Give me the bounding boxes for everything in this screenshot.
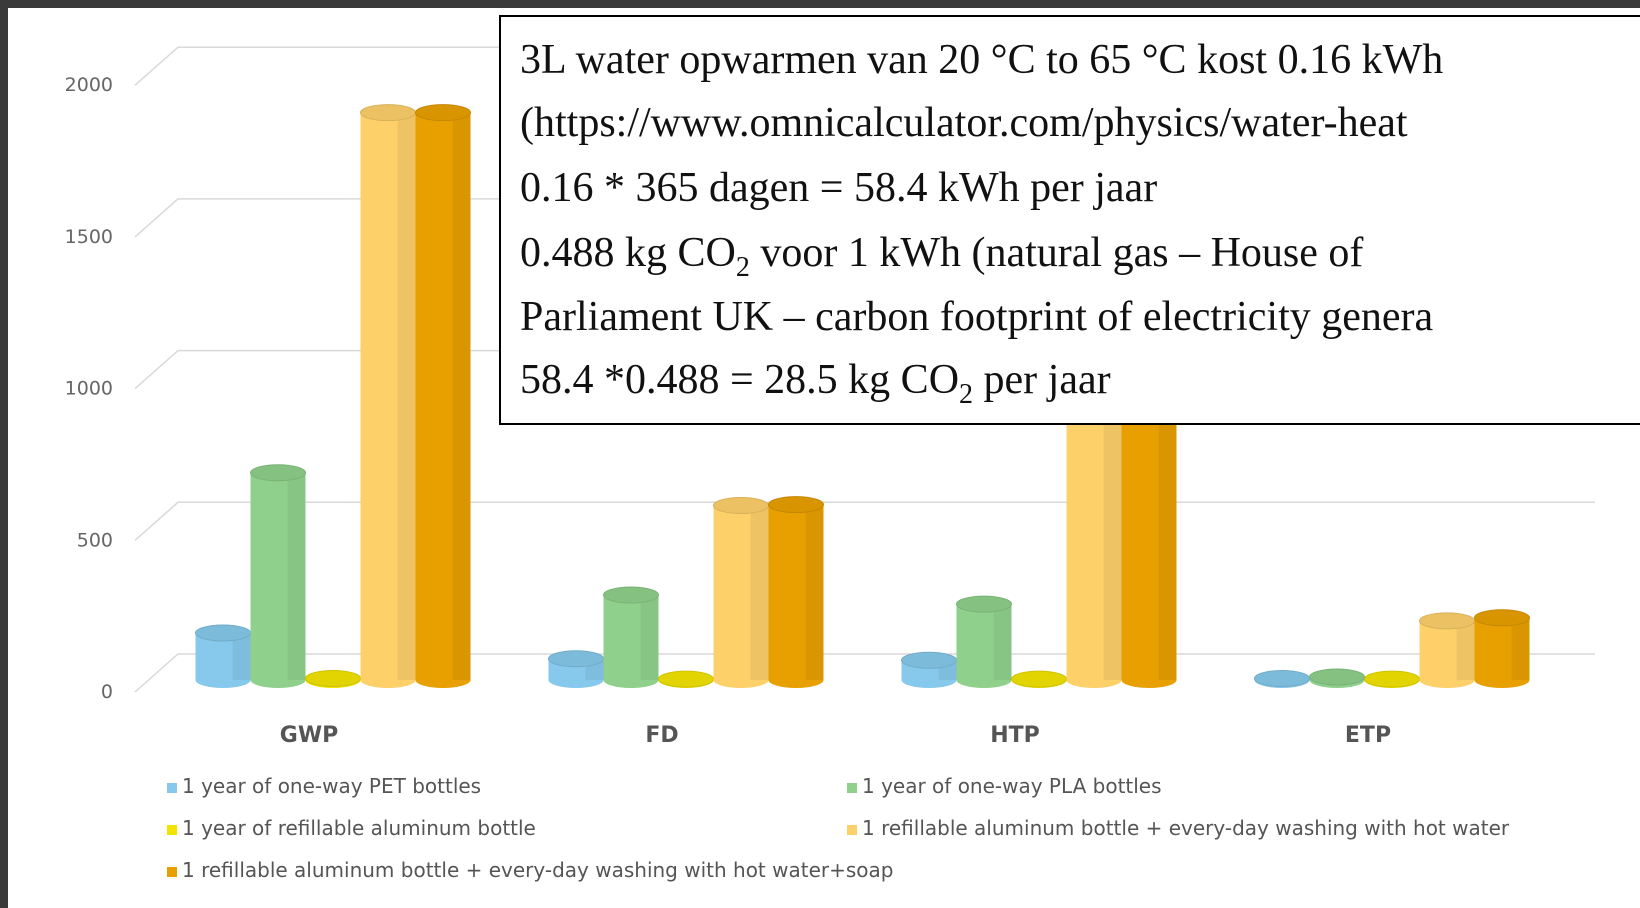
text-run: 58.4 *0.488 = 28.5 kg CO — [520, 357, 959, 403]
text-run: 0.16 * 365 dagen = 58.4 kWh per jaar — [520, 165, 1157, 211]
legend-label: 1 year of one-way PLA bottles — [862, 774, 1162, 798]
y-tick-label: 1000 — [65, 378, 113, 400]
bar — [195, 624, 251, 688]
annotation-line: 58.4 *0.488 = 28.5 kg CO2 per jaar — [520, 357, 1111, 410]
bar-shade — [1511, 617, 1530, 680]
bar — [603, 586, 659, 688]
bar-shade — [750, 505, 769, 680]
bar-shade — [805, 504, 824, 680]
bar — [658, 670, 714, 688]
bar-top — [768, 496, 824, 514]
bar-top — [603, 586, 659, 604]
legend-swatch — [167, 783, 177, 793]
bar-top — [415, 104, 471, 122]
legend-label: 1 refillable aluminum bottle + every-day… — [182, 858, 893, 882]
text-run: per jaar — [973, 357, 1111, 403]
bar-top — [305, 669, 361, 687]
bar — [956, 595, 1012, 688]
bar-top — [1309, 668, 1365, 686]
bar — [305, 669, 361, 688]
bar-shade — [287, 472, 306, 680]
y-tick-label: 500 — [77, 529, 113, 551]
annotation-box — [499, 15, 1640, 425]
bar-shade — [397, 112, 416, 681]
bar — [768, 496, 824, 688]
bar-shade — [452, 112, 471, 681]
bar-shade — [232, 632, 251, 680]
bar — [250, 464, 306, 688]
bar-top — [1011, 670, 1067, 688]
legend-label: 1 year of refillable aluminum bottle — [182, 816, 536, 840]
legend-swatch — [847, 825, 857, 835]
bar — [901, 651, 957, 688]
bar-shade — [1103, 376, 1122, 680]
legend-label: 1 refillable aluminum bottle + every-day… — [862, 816, 1510, 840]
subscript: 2 — [736, 252, 750, 283]
y-tick-label: 1500 — [65, 226, 113, 248]
bar — [1474, 609, 1530, 688]
x-tick-label: FD — [645, 723, 678, 748]
bar-top — [1474, 609, 1530, 627]
legend-swatch — [847, 783, 857, 793]
bar-top — [901, 651, 957, 669]
bar — [1419, 612, 1475, 688]
bar-top — [1254, 669, 1310, 687]
bar-top — [195, 624, 251, 642]
annotation-line: 0.16 * 365 dagen = 58.4 kWh per jaar — [520, 165, 1157, 211]
legend-swatch — [167, 867, 177, 877]
bar — [713, 497, 769, 688]
bar-shade — [1158, 376, 1177, 680]
bar — [1011, 670, 1067, 688]
annotation-line: Parliament UK – carbon footprint of elec… — [520, 294, 1434, 340]
bar-top — [713, 497, 769, 515]
bar — [1121, 368, 1177, 688]
annotation-line: 0.488 kg CO2 voor 1 kWh (natural gas – H… — [520, 230, 1363, 283]
legend-swatch — [167, 825, 177, 835]
bar-top — [1364, 670, 1420, 688]
bar — [360, 104, 416, 688]
bar-top — [250, 464, 306, 482]
x-tick-label: ETP — [1345, 723, 1391, 748]
bar-top — [548, 650, 604, 668]
annotation-line: 3L water opwarmen van 20 °C to 65 °C kos… — [520, 37, 1443, 83]
text-run: Parliament UK – carbon footprint of elec… — [520, 294, 1434, 340]
legend-label: 1 year of one-way PET bottles — [182, 774, 481, 798]
bar — [1254, 669, 1310, 688]
x-tick-label: GWP — [280, 723, 338, 748]
text-run: voor 1 kWh (natural gas – House of — [750, 230, 1364, 276]
text-run: 0.488 kg CO — [520, 230, 736, 276]
annotation-line: (https://www.omnicalculator.com/physics/… — [520, 100, 1408, 146]
subscript: 2 — [959, 379, 973, 410]
y-tick-label: 0 — [101, 681, 113, 703]
bar-shade — [640, 595, 659, 680]
bar — [548, 650, 604, 688]
y-tick-label: 2000 — [65, 74, 113, 96]
bar-top — [956, 595, 1012, 613]
bar — [1066, 368, 1122, 688]
text-run: 3L water opwarmen van 20 °C to 65 °C kos… — [520, 37, 1443, 83]
bar-shade — [1456, 620, 1475, 680]
bar-top — [1419, 612, 1475, 630]
x-tick-label: HTP — [990, 723, 1040, 748]
bar-shade — [993, 604, 1012, 680]
bar — [1309, 668, 1365, 688]
bar-top — [360, 104, 416, 122]
bar — [1364, 670, 1420, 688]
annotation: 3L water opwarmen van 20 °C to 65 °C kos… — [520, 37, 1443, 410]
text-run: (https://www.omnicalculator.com/physics/… — [520, 100, 1408, 146]
bar — [415, 104, 471, 688]
bar-top — [658, 670, 714, 688]
